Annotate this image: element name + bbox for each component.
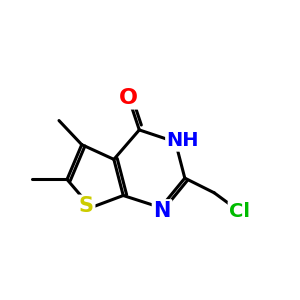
Text: S: S [79, 196, 94, 216]
Text: NH: NH [167, 131, 199, 150]
Text: O: O [119, 88, 138, 108]
Text: Cl: Cl [229, 202, 250, 221]
Text: N: N [153, 201, 171, 221]
